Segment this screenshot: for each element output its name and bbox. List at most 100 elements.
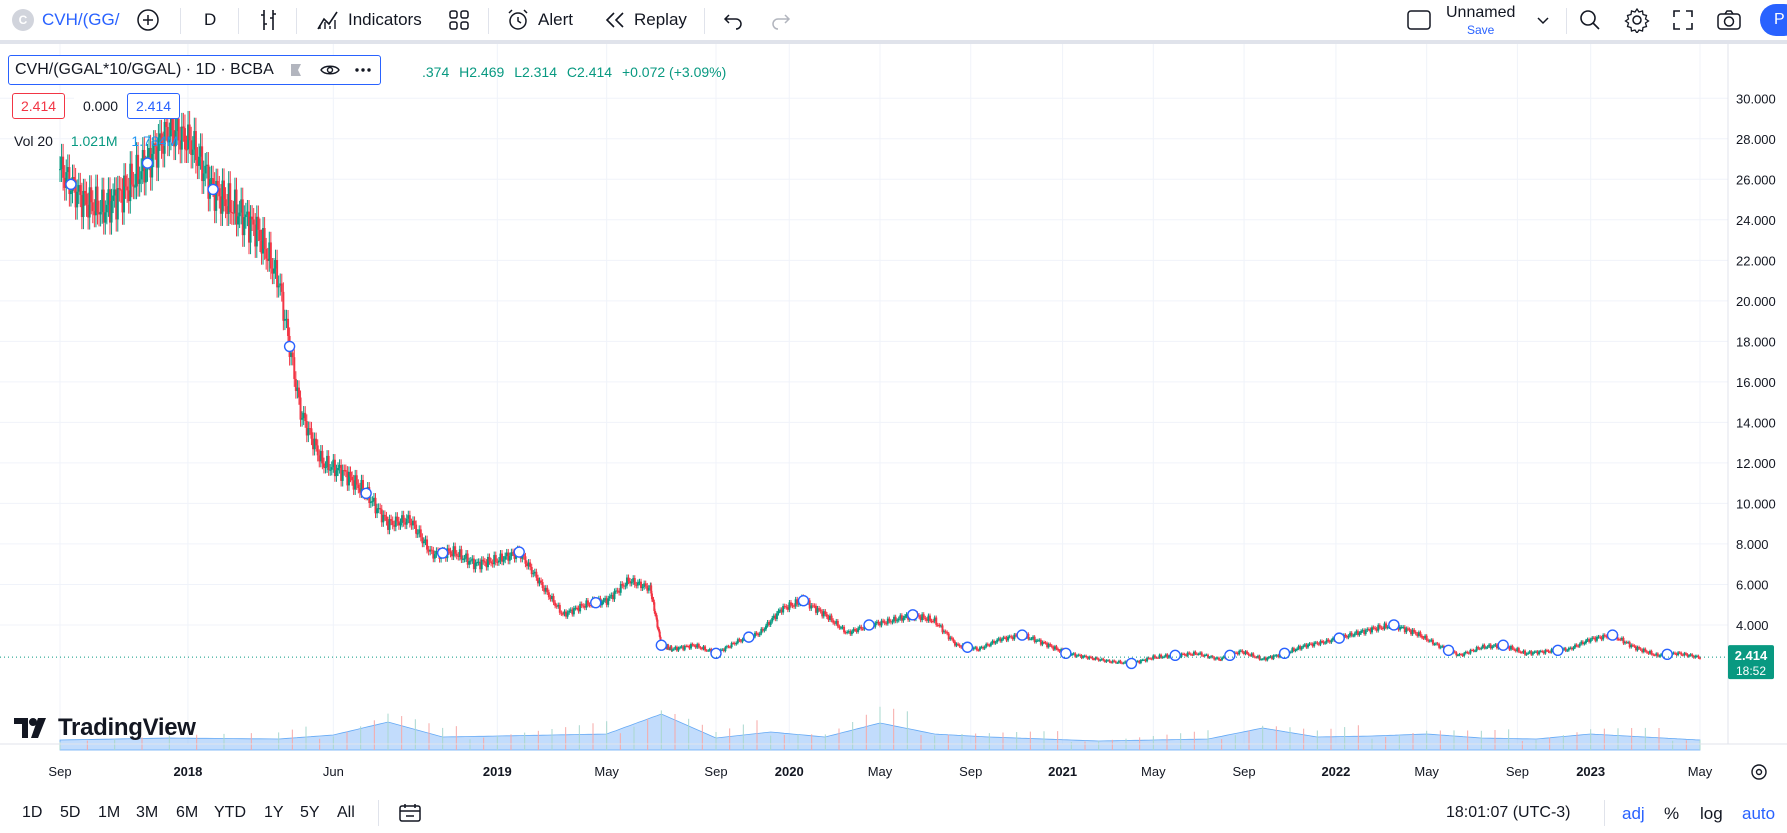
candle-body [972, 647, 975, 650]
indicators-button[interactable]: Indicators [316, 0, 422, 40]
adj-toggle[interactable]: adj [1622, 804, 1645, 823]
candle-body [616, 590, 619, 592]
candle-body [646, 585, 649, 591]
candle-body [527, 562, 530, 567]
y-tick-label: 22.000 [1736, 253, 1776, 268]
candle-body [166, 126, 169, 143]
range-1m-button[interactable]: 1M [98, 804, 121, 821]
chart-area[interactable]: 30.000 28.000 26.000 24.000 22.000 20.000 18.0… [0, 44, 1787, 788]
flag-icon[interactable] [288, 62, 304, 78]
undo-button[interactable] [722, 0, 744, 40]
fullscreen-button[interactable] [1672, 0, 1694, 40]
candle-body [469, 560, 472, 562]
range-3m-button[interactable]: 3M [136, 804, 159, 821]
publish-button[interactable]: P [1760, 4, 1787, 36]
candle-body [1377, 625, 1380, 631]
candle-body [989, 643, 992, 646]
search-button[interactable] [1578, 0, 1602, 40]
candle-body [899, 615, 902, 619]
dividend-marker [1388, 619, 1400, 631]
auto-scale-toggle[interactable]: auto [1742, 804, 1776, 823]
ask-price-button[interactable]: 2.414 [127, 93, 181, 119]
interval-button[interactable]: D [204, 0, 216, 40]
layout-square-button[interactable] [1406, 0, 1432, 40]
candle-body [547, 592, 550, 598]
log-toggle[interactable]: log [1700, 804, 1723, 823]
layout-menu-button[interactable] [1536, 0, 1550, 40]
redo-button[interactable] [770, 0, 792, 40]
candle-body [763, 629, 766, 631]
candle-body [1520, 652, 1523, 654]
candle-body [880, 620, 883, 626]
candle-body [875, 621, 878, 624]
candle-body [1492, 645, 1495, 647]
chart-type-button[interactable] [258, 0, 280, 40]
candle-body [388, 519, 391, 530]
clock[interactable]: 18:01:07 (UTC-3) [1446, 804, 1571, 821]
candle-body [1547, 650, 1550, 652]
percent-toggle[interactable]: % [1664, 804, 1680, 823]
y-tick-label: 6.000 [1736, 577, 1769, 592]
candle-body [1327, 639, 1330, 642]
candle-body [277, 285, 280, 288]
candle-body [1413, 629, 1416, 632]
candle-body [1139, 660, 1142, 664]
compare-add-button[interactable] [136, 0, 160, 40]
range-5y-button[interactable]: 5Y [300, 804, 320, 821]
candle-body [983, 646, 986, 649]
range-all-button[interactable]: All [337, 804, 355, 821]
symbol-search[interactable]: C CVH/(GG/ [12, 0, 119, 40]
candle-body [1303, 644, 1306, 646]
candle-body [1256, 655, 1259, 658]
ohlc-open: .374 [422, 64, 450, 80]
range-1y-button[interactable]: 1Y [264, 804, 284, 821]
price-chart[interactable]: 30.000 28.000 26.000 24.000 22.000 20.000 18.0… [0, 44, 1787, 788]
candle-body [371, 501, 374, 503]
dividend-marker [1497, 639, 1509, 651]
candle-body [154, 143, 157, 147]
candle-body [1349, 632, 1352, 636]
candle-body [411, 520, 414, 526]
candle-body [1550, 649, 1553, 653]
candle-body [943, 631, 946, 633]
date-range-icon[interactable] [398, 803, 422, 823]
templates-button[interactable] [448, 0, 470, 40]
candle-body [1453, 651, 1456, 653]
range-5d-button[interactable]: 5D [60, 804, 81, 821]
layout-name-button[interactable]: Unnamed Save [1446, 4, 1515, 37]
countdown-label: 18:52 [1736, 664, 1766, 678]
volume-ma-value: 1.784M [131, 133, 179, 149]
eye-icon[interactable] [319, 63, 340, 77]
settings-button[interactable] [1624, 0, 1650, 40]
candle-body [354, 475, 357, 490]
alert-button[interactable]: Alert [506, 0, 573, 40]
more-options-icon[interactable] [354, 67, 372, 73]
grid-icon [449, 10, 469, 30]
candle-body [819, 609, 822, 612]
candle-body [287, 318, 290, 336]
volume-legend[interactable]: Vol 20 1.021M 1.784M [14, 133, 178, 149]
replay-button[interactable]: Replay [604, 0, 687, 40]
range-1d-button[interactable]: 1D [22, 804, 43, 821]
candle-body [435, 550, 438, 555]
candle-body [1164, 654, 1167, 657]
range-ytd-button[interactable]: YTD [214, 804, 246, 821]
candle-body [127, 190, 130, 202]
bid-price-button[interactable]: 2.414 [12, 93, 66, 119]
snapshot-button[interactable] [1716, 0, 1742, 40]
candle-body [1684, 653, 1687, 655]
candle-body [180, 126, 183, 150]
candle-body [1100, 658, 1103, 660]
candle-body [882, 620, 885, 622]
candle-body [508, 556, 511, 561]
candle-body [580, 603, 583, 606]
range-6m-button[interactable]: 6M [176, 804, 199, 821]
candle-body [1597, 636, 1600, 638]
candle-body [410, 523, 413, 526]
candle-body [249, 216, 252, 243]
candle-body [730, 643, 733, 648]
candle-body [1456, 655, 1459, 657]
candle-body [1147, 657, 1150, 659]
symbol-legend[interactable]: CVH/(GGAL*10/GGAL) · 1D · BCBA [8, 55, 381, 85]
layout-name: Unnamed [1446, 4, 1516, 21]
